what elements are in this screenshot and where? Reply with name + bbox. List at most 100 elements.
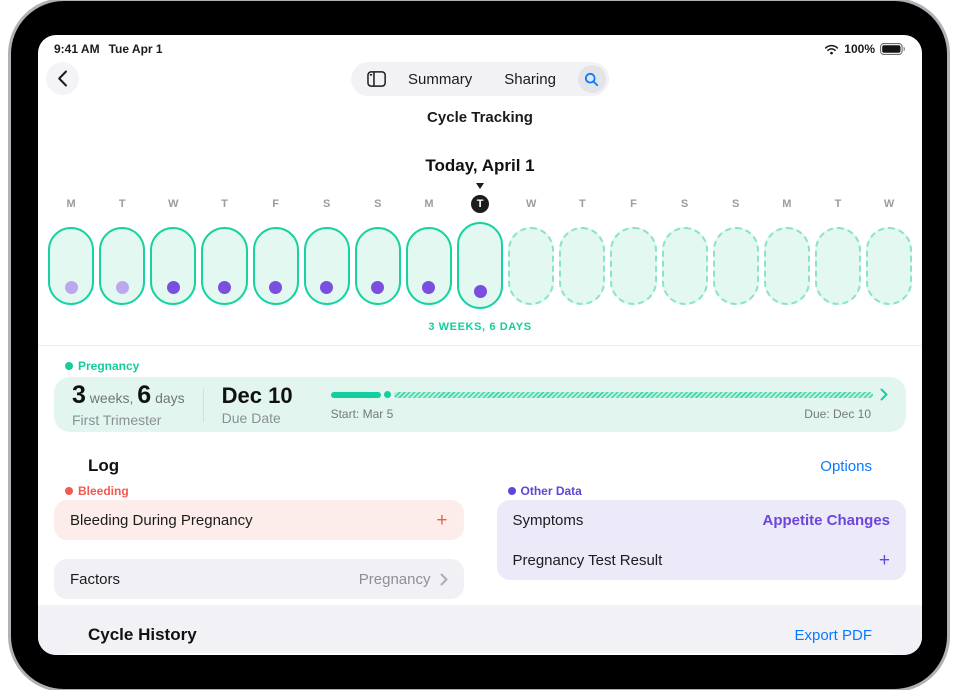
options-link[interactable]: Options: [820, 457, 872, 475]
day-pill-past[interactable]: [405, 227, 452, 305]
day-pill-future[interactable]: [712, 227, 759, 305]
search-button[interactable]: [577, 65, 606, 93]
day-cell: S: [712, 193, 759, 305]
day-letter: W: [168, 198, 179, 210]
log-right-column: Other Data Symptoms Appetite Changes Pre…: [496, 484, 907, 580]
log-entry-dot-icon: [166, 281, 180, 294]
tab-summary[interactable]: Summary: [408, 70, 473, 88]
sidebar-icon: [367, 71, 386, 87]
pregnancy-summary-card[interactable]: 3 weeks, 6 days First Trimester Dec 10 D…: [54, 377, 906, 432]
day-cell: T: [201, 193, 248, 305]
add-test-result-icon[interactable]: +: [878, 549, 890, 571]
progress-due-label: Due: Dec 10: [804, 407, 871, 421]
search-icon: [584, 72, 599, 87]
day-pill-past[interactable]: [303, 227, 350, 305]
progress-remaining-bar: [393, 391, 873, 398]
day-letter: M: [66, 198, 76, 210]
day-cell: F: [252, 193, 299, 305]
tab-sharing[interactable]: Sharing: [504, 70, 556, 88]
day-pill-future[interactable]: [763, 227, 810, 305]
status-time: 9:41 AM: [54, 42, 100, 56]
log-entry-dot-icon: [115, 281, 129, 294]
back-button[interactable]: [46, 62, 79, 95]
log-left-column: Bleeding Bleeding During Pregnancy + Fac…: [54, 485, 464, 599]
log-entry-dot-icon: [217, 281, 231, 294]
other-data-section-label: Other Data: [507, 484, 907, 498]
day-letter: T: [578, 198, 586, 210]
chevron-right-icon[interactable]: [880, 388, 888, 401]
log-entry-dot-icon: [320, 281, 334, 294]
day-letter: S: [323, 198, 331, 210]
pregnancy-test-label: Pregnancy Test Result: [512, 551, 663, 569]
log-entry-dot-icon: [473, 285, 487, 298]
day-cell: W: [866, 193, 913, 305]
day-pill-past[interactable]: [354, 227, 401, 305]
day-pill-future[interactable]: [508, 227, 555, 305]
weeks-value: 3: [72, 381, 86, 409]
toolbar-segmented-control: Summary Sharing: [351, 62, 609, 96]
navigation-bar: Summary Sharing: [38, 61, 922, 97]
log-heading: Log: [88, 456, 120, 475]
bleeding-log-row[interactable]: Bleeding During Pregnancy +: [54, 500, 464, 540]
pregnancy-test-row[interactable]: Pregnancy Test Result +: [497, 540, 907, 580]
progress-elapsed-bar: [330, 391, 381, 398]
pregnancy-duration-caption: 3 WEEKS, 6 DAYS: [428, 321, 532, 333]
symptoms-row[interactable]: Symptoms Appetite Changes: [497, 500, 907, 540]
log-columns: Bleeding Bleeding During Pregnancy + Fac…: [38, 485, 922, 599]
add-bleeding-icon[interactable]: +: [436, 509, 448, 531]
day-pill-future[interactable]: [610, 227, 657, 305]
factors-label: Factors: [70, 570, 121, 588]
pregnancy-section: Pregnancy 3 weeks, 6 days First Trimeste…: [38, 360, 922, 432]
section-divider: [38, 345, 922, 346]
day-pill-past[interactable]: [201, 227, 248, 305]
day-letter: M: [782, 198, 792, 210]
day-cell: M: [763, 193, 810, 305]
day-pill-past[interactable]: [48, 227, 95, 305]
due-date-label: Due Date: [221, 409, 281, 426]
days-value: 6: [137, 381, 152, 409]
day-cell: T: [559, 193, 606, 305]
day-pill-past[interactable]: [150, 227, 197, 305]
app-screen: 9:41 AM Tue Apr 1 100%: [38, 35, 922, 655]
today-heading: Today, April 1: [425, 156, 535, 175]
export-pdf-link[interactable]: Export PDF: [794, 626, 872, 644]
day-cell: M: [405, 193, 452, 305]
day-pill-past[interactable]: [252, 227, 299, 305]
back-chevron-icon: [57, 70, 68, 87]
day-cell: S: [303, 193, 350, 305]
day-pill-future[interactable]: [559, 227, 606, 305]
pregnancy-label-text: Pregnancy: [78, 359, 140, 373]
chevron-right-icon: [440, 573, 448, 586]
log-entry-dot-icon: [64, 281, 78, 294]
sidebar-toggle-button[interactable]: [367, 71, 392, 87]
due-date-value: Dec 10: [221, 382, 293, 408]
page-title: Cycle Tracking: [427, 109, 533, 126]
status-bar: 9:41 AM Tue Apr 1 100%: [38, 35, 922, 56]
other-data-label-text: Other Data: [520, 484, 582, 498]
day-pill-future[interactable]: [866, 227, 913, 305]
bleeding-dot-icon: [65, 487, 73, 495]
log-header: Log Options: [38, 455, 922, 477]
day-cell: S: [354, 193, 401, 305]
day-pill-past[interactable]: [99, 227, 146, 305]
day-pill-future[interactable]: [661, 227, 708, 305]
day-cell: T: [99, 193, 146, 305]
day-letter: W: [525, 198, 537, 210]
log-entry-dot-icon: [422, 281, 436, 294]
other-data-card: Symptoms Appetite Changes Pregnancy Test…: [496, 500, 907, 580]
factors-row[interactable]: Factors Pregnancy: [54, 559, 464, 599]
factors-value: Pregnancy: [358, 570, 431, 588]
day-pill-future[interactable]: [814, 227, 861, 305]
day-pill-today[interactable]: [457, 222, 504, 309]
cycle-history-card[interactable]: [57, 653, 903, 655]
symptoms-value: Appetite Changes: [762, 511, 890, 529]
cycle-history-section: Cycle History Export PDF: [38, 605, 922, 655]
today-day-letter: T: [471, 195, 490, 213]
log-entry-dot-icon: [371, 281, 385, 294]
trimester-label: First Trimester: [72, 412, 162, 428]
other-data-dot-icon: [507, 487, 516, 495]
day-cell: T: [457, 183, 504, 309]
pregnancy-progress: Start: Mar 5 Due: Dec 10: [330, 388, 888, 421]
